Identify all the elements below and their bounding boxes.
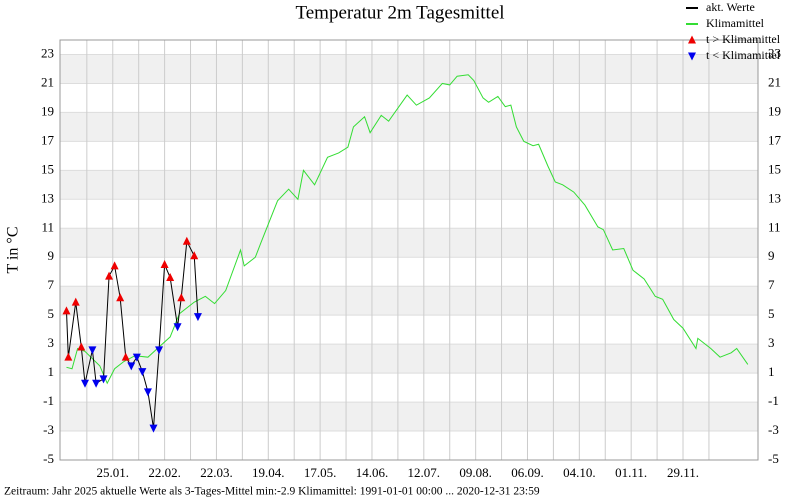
y-tick-label-right: 11 — [768, 219, 781, 234]
legend-swatch — [688, 52, 696, 61]
x-tick-label: 29.11. — [667, 465, 699, 480]
data-point — [132, 353, 141, 362]
data-point — [182, 236, 191, 245]
y-axis-label: T in °C — [5, 227, 22, 274]
legend-label: t < Klimamittel — [706, 48, 781, 62]
grid-band — [60, 228, 758, 258]
data-point — [173, 323, 182, 332]
grid-band — [60, 402, 758, 432]
data-point — [71, 297, 80, 306]
y-tick-label-right: 3 — [768, 335, 775, 350]
y-tick-label: 17 — [41, 132, 55, 147]
legend-label: Klimamittel — [706, 16, 765, 30]
y-tick-label: 5 — [48, 306, 55, 321]
data-point — [80, 379, 89, 388]
x-tick-label: 22.03. — [200, 465, 233, 480]
data-point — [127, 362, 136, 371]
y-tick-label-right: 7 — [768, 277, 775, 292]
x-tick-label: 12.07. — [408, 465, 441, 480]
y-tick-label-right: 21 — [768, 74, 781, 89]
data-point — [121, 352, 130, 361]
data-point — [193, 313, 202, 322]
x-tick-label: 01.11. — [615, 465, 647, 480]
y-tick-label-right: -3 — [768, 422, 779, 437]
grid-band — [60, 54, 758, 84]
data-point — [105, 271, 114, 280]
legend: akt. Werte Klimamittel t > Klimamittel t < … — [686, 0, 781, 62]
y-tick-label: 15 — [41, 161, 54, 176]
x-tick-label: 22.02. — [148, 465, 181, 480]
data-point — [177, 293, 186, 302]
grid-band — [60, 170, 758, 200]
y-tick-label-right: 19 — [768, 103, 781, 118]
y-tick-label: 13 — [41, 190, 54, 205]
y-tick-label: 7 — [48, 277, 55, 292]
data-point — [62, 306, 71, 315]
y-tick-label-right: 5 — [768, 306, 775, 321]
data-point — [160, 259, 169, 268]
data-point — [110, 261, 119, 270]
legend-label: t > Klimamittel — [706, 32, 781, 46]
data-point — [88, 346, 97, 355]
x-tick-label: 09.08. — [459, 465, 492, 480]
y-tick-label: 11 — [41, 219, 54, 234]
y-tick-label: 21 — [41, 74, 54, 89]
y-tick-label: -1 — [43, 393, 54, 408]
chart-title: Temperatur 2m Tagesmittel — [295, 2, 504, 23]
y-tick-label: -5 — [43, 451, 54, 466]
data-point — [77, 342, 86, 351]
data-point — [138, 368, 147, 377]
y-tick-label: 19 — [41, 103, 54, 118]
data-point — [99, 375, 108, 384]
series-line — [65, 239, 199, 429]
y-tick-label: -3 — [43, 422, 54, 437]
grid-band — [60, 286, 758, 316]
y-tick-label: 9 — [48, 248, 55, 263]
y-tick-label-right: 15 — [768, 161, 781, 176]
y-tick-label-right: 13 — [768, 190, 781, 205]
y-tick-label: 3 — [48, 335, 55, 350]
y-tick-label-right: 17 — [768, 132, 782, 147]
legend-swatch — [688, 35, 696, 44]
data-point — [116, 293, 125, 302]
y-tick-label: 23 — [41, 45, 54, 60]
grid-band — [60, 112, 758, 142]
x-tick-label: 04.10. — [563, 465, 596, 480]
x-tick-label: 25.01. — [97, 465, 130, 480]
data-point — [143, 388, 152, 397]
plot-frame — [59, 39, 759, 461]
x-tick-label: 14.06. — [356, 465, 389, 480]
x-tick-label: 19.04. — [252, 465, 285, 480]
x-tick-label: 06.09. — [511, 465, 544, 480]
x-tick-label: 17.05. — [304, 465, 337, 480]
data-point — [155, 346, 164, 355]
legend-label: akt. Werte — [706, 0, 755, 14]
data-point — [92, 379, 101, 388]
y-tick-label-right: 23 — [768, 45, 781, 60]
data-point — [190, 251, 199, 260]
data-point — [64, 352, 73, 361]
data-point — [149, 424, 158, 433]
data-point — [166, 273, 175, 282]
y-tick-label-right: 1 — [768, 364, 775, 379]
grid-band — [60, 344, 758, 374]
footer: Zeitraum: Jahr 2025 aktuelle Werte als 3… — [4, 486, 540, 498]
y-tick-label: 1 — [48, 364, 55, 379]
y-tick-label-right: 9 — [768, 248, 775, 263]
y-tick-label-right: -1 — [768, 393, 779, 408]
y-tick-label-right: -5 — [768, 451, 779, 466]
